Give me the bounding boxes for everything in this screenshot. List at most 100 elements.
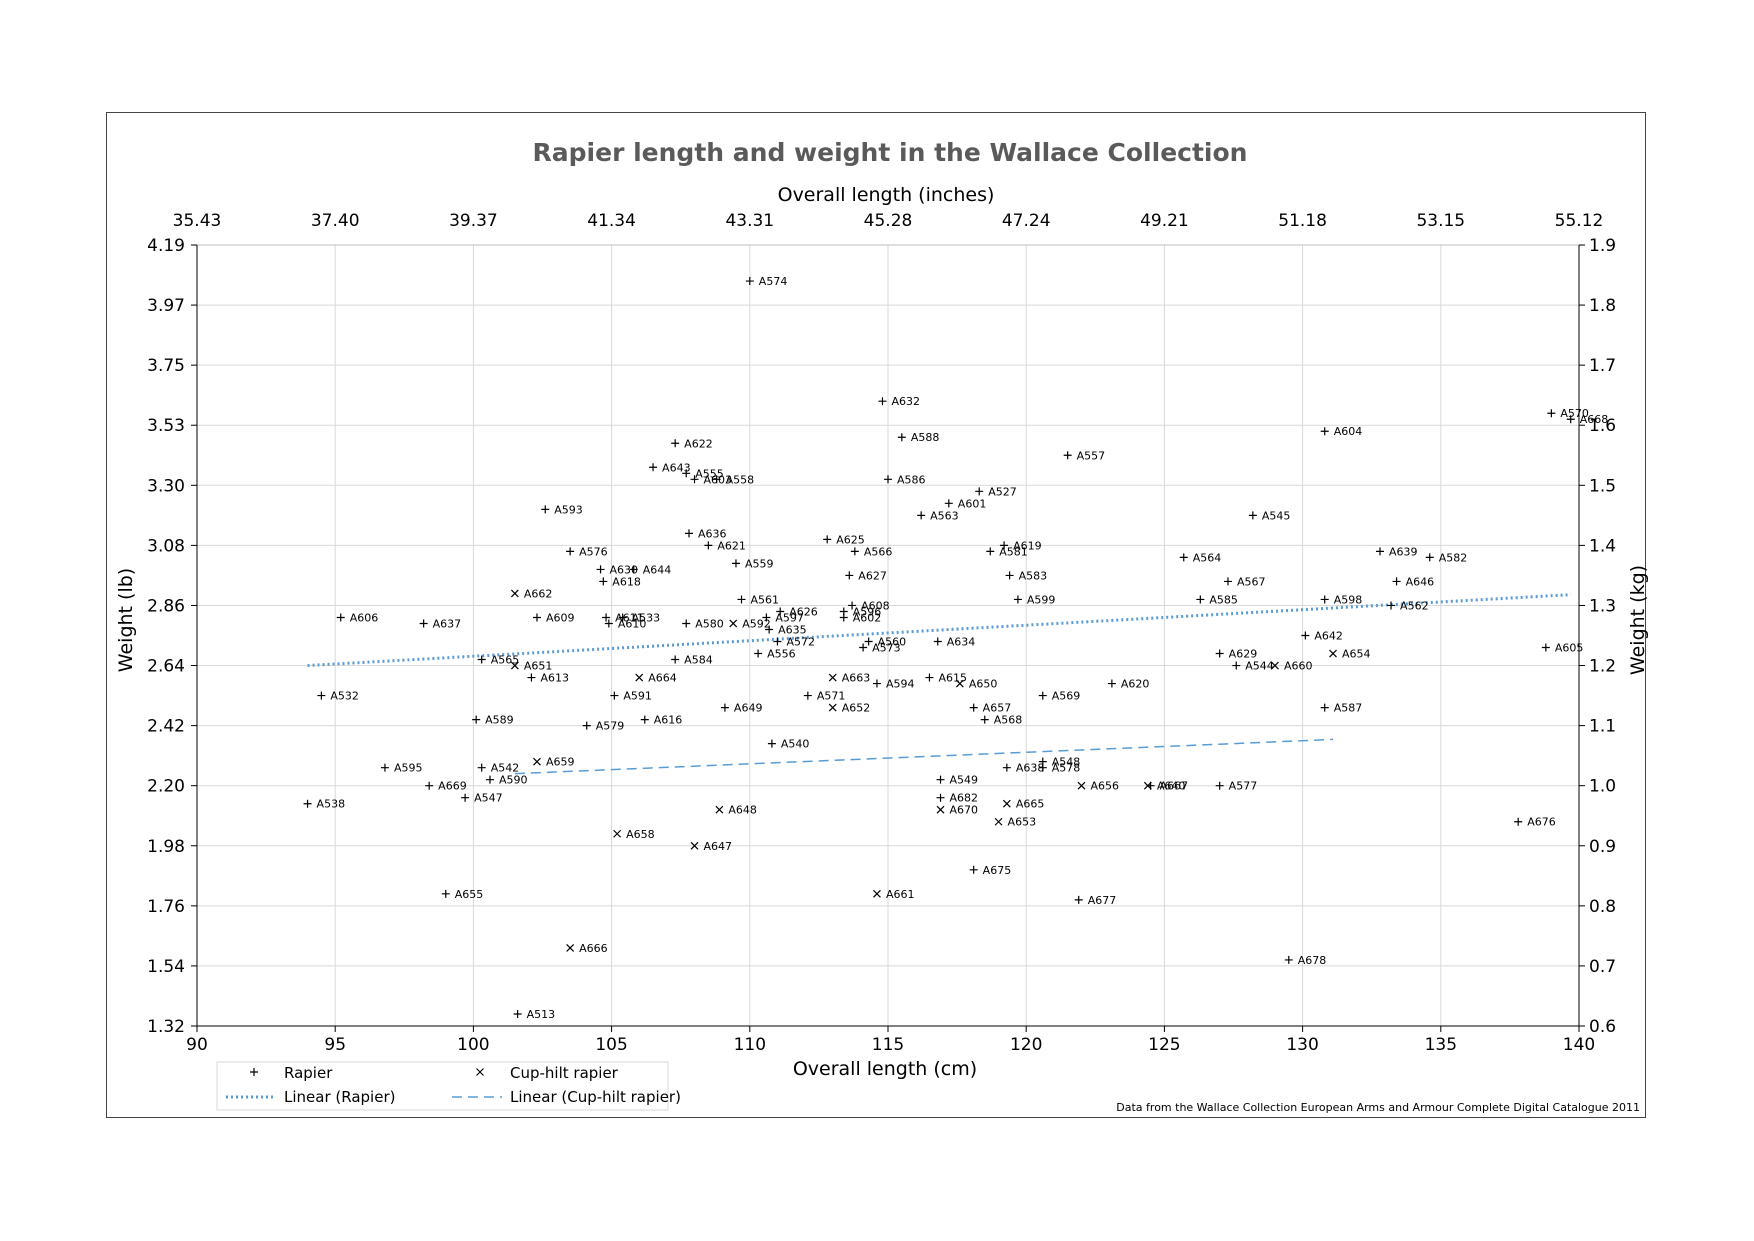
right-axis-title: Weight (kg): [1627, 565, 1649, 675]
rapier-point: [944, 499, 953, 508]
rapier-point: [720, 703, 729, 712]
point-label: A661: [886, 888, 915, 901]
point-label: A604: [1334, 425, 1363, 438]
cup-hilt-point: [690, 841, 699, 850]
y-tick-label-lb: 3.30: [147, 476, 185, 496]
point-label: A584: [684, 654, 713, 667]
point-label: A648: [728, 804, 757, 817]
point-label: A664: [648, 672, 677, 685]
rapier-point: [461, 793, 470, 802]
point-label: A565: [491, 654, 520, 667]
x2-tick-label: 49.21: [1140, 211, 1189, 231]
rapier-point: [690, 475, 699, 484]
rapier-point: [1547, 409, 1556, 418]
point-label: A651: [524, 660, 553, 673]
cup-hilt-point: [613, 829, 622, 838]
y2-tick-label-kg: 1.7: [1589, 356, 1616, 376]
point-label: A597: [775, 611, 804, 624]
rapier-point: [425, 781, 434, 790]
chart-title: Rapier length and weight in the Wallace …: [533, 138, 1248, 167]
rapier-point: [848, 601, 857, 610]
x-tick-label: 105: [595, 1035, 627, 1055]
point-label: A566: [864, 545, 893, 558]
y-tick-label-lb: 1.54: [147, 957, 185, 977]
rapier-point: [1248, 511, 1257, 520]
x2-tick-label: 53.15: [1416, 211, 1465, 231]
point-label: A582: [1439, 551, 1468, 564]
point-label: A662: [524, 587, 553, 600]
y2-tick-label-kg: 0.6: [1589, 1017, 1616, 1037]
point-label: A640: [1157, 780, 1186, 793]
cup-hilt-point: [1329, 649, 1337, 658]
y-tick-label-lb: 2.64: [147, 657, 185, 677]
rapier-point: [745, 277, 754, 286]
point-label: A656: [1090, 780, 1119, 793]
y2-tick-label-kg: 1.5: [1589, 476, 1616, 496]
rapier-point: [839, 613, 848, 622]
legend-rapier-marker: [250, 1068, 258, 1076]
point-label: A654: [1342, 648, 1371, 661]
point-label: A532: [330, 690, 359, 703]
point-label: A638: [1016, 762, 1045, 775]
rapier-point: [640, 715, 649, 724]
point-label: A599: [1027, 593, 1056, 606]
point-label: A586: [897, 473, 926, 486]
point-label: A613: [540, 672, 569, 685]
rapier-point: [986, 547, 995, 556]
point-label: A605: [1555, 642, 1584, 655]
rapier-point: [1284, 955, 1293, 964]
point-label: A602: [853, 611, 882, 624]
point-label: A574: [759, 275, 788, 288]
point-label: A653: [1008, 816, 1037, 829]
point-label: A667: [1160, 780, 1189, 793]
x2-tick-label: 51.18: [1278, 211, 1327, 231]
rapier-point: [485, 775, 494, 784]
rapier-point: [596, 565, 605, 574]
y-tick-label-lb: 2.86: [147, 596, 185, 616]
point-label: A675: [983, 864, 1012, 877]
rapier-point: [610, 691, 619, 700]
point-label: A580: [695, 617, 724, 630]
rapier-point: [850, 547, 859, 556]
rapier-point: [980, 715, 989, 724]
point-label: A540: [781, 738, 810, 751]
point-label: A629: [1229, 648, 1258, 661]
rapier-point: [1514, 817, 1523, 826]
rapier-point: [477, 655, 486, 664]
y-tick-label-lb: 2.20: [147, 777, 185, 797]
y-tick-label-lb: 3.53: [147, 416, 185, 436]
point-label: A559: [745, 557, 774, 570]
rapier-point: [936, 775, 945, 784]
x-tick-label: 130: [1286, 1035, 1318, 1055]
x-tick-label: 140: [1563, 1035, 1595, 1055]
rapier-point: [754, 649, 763, 658]
point-label: A657: [983, 702, 1012, 715]
y2-tick-label-kg: 1.0: [1589, 777, 1616, 797]
rapier-point: [1005, 571, 1014, 580]
y-tick-label-lb: 1.98: [147, 837, 185, 857]
point-label: A650: [969, 678, 998, 691]
legend-cup-hilt-label: Cup-hilt rapier: [510, 1064, 619, 1082]
x2-tick-label: 47.24: [1002, 211, 1051, 231]
point-label: A560: [878, 636, 907, 649]
rapier-point: [803, 691, 812, 700]
point-label: A652: [842, 702, 871, 715]
y-tick-label-lb: 1.76: [147, 897, 185, 917]
point-label: A620: [1121, 678, 1150, 691]
point-label: A579: [596, 720, 625, 733]
point-label: A616: [654, 714, 683, 727]
rapier-point: [604, 619, 613, 628]
point-label: A636: [698, 527, 727, 540]
rapier-point: [1541, 643, 1550, 652]
point-label: A610: [618, 617, 647, 630]
rapier-point: [472, 715, 481, 724]
rapier-point: [1215, 649, 1224, 658]
rapier-point: [1063, 451, 1072, 460]
point-label: A660: [1284, 660, 1313, 673]
y-tick-label-lb: 1.32: [147, 1017, 185, 1037]
y2-tick-label-kg: 0.9: [1589, 837, 1616, 857]
rapier-point: [513, 1009, 522, 1018]
rapier-point: [1566, 415, 1575, 424]
point-label: A585: [1209, 593, 1238, 606]
